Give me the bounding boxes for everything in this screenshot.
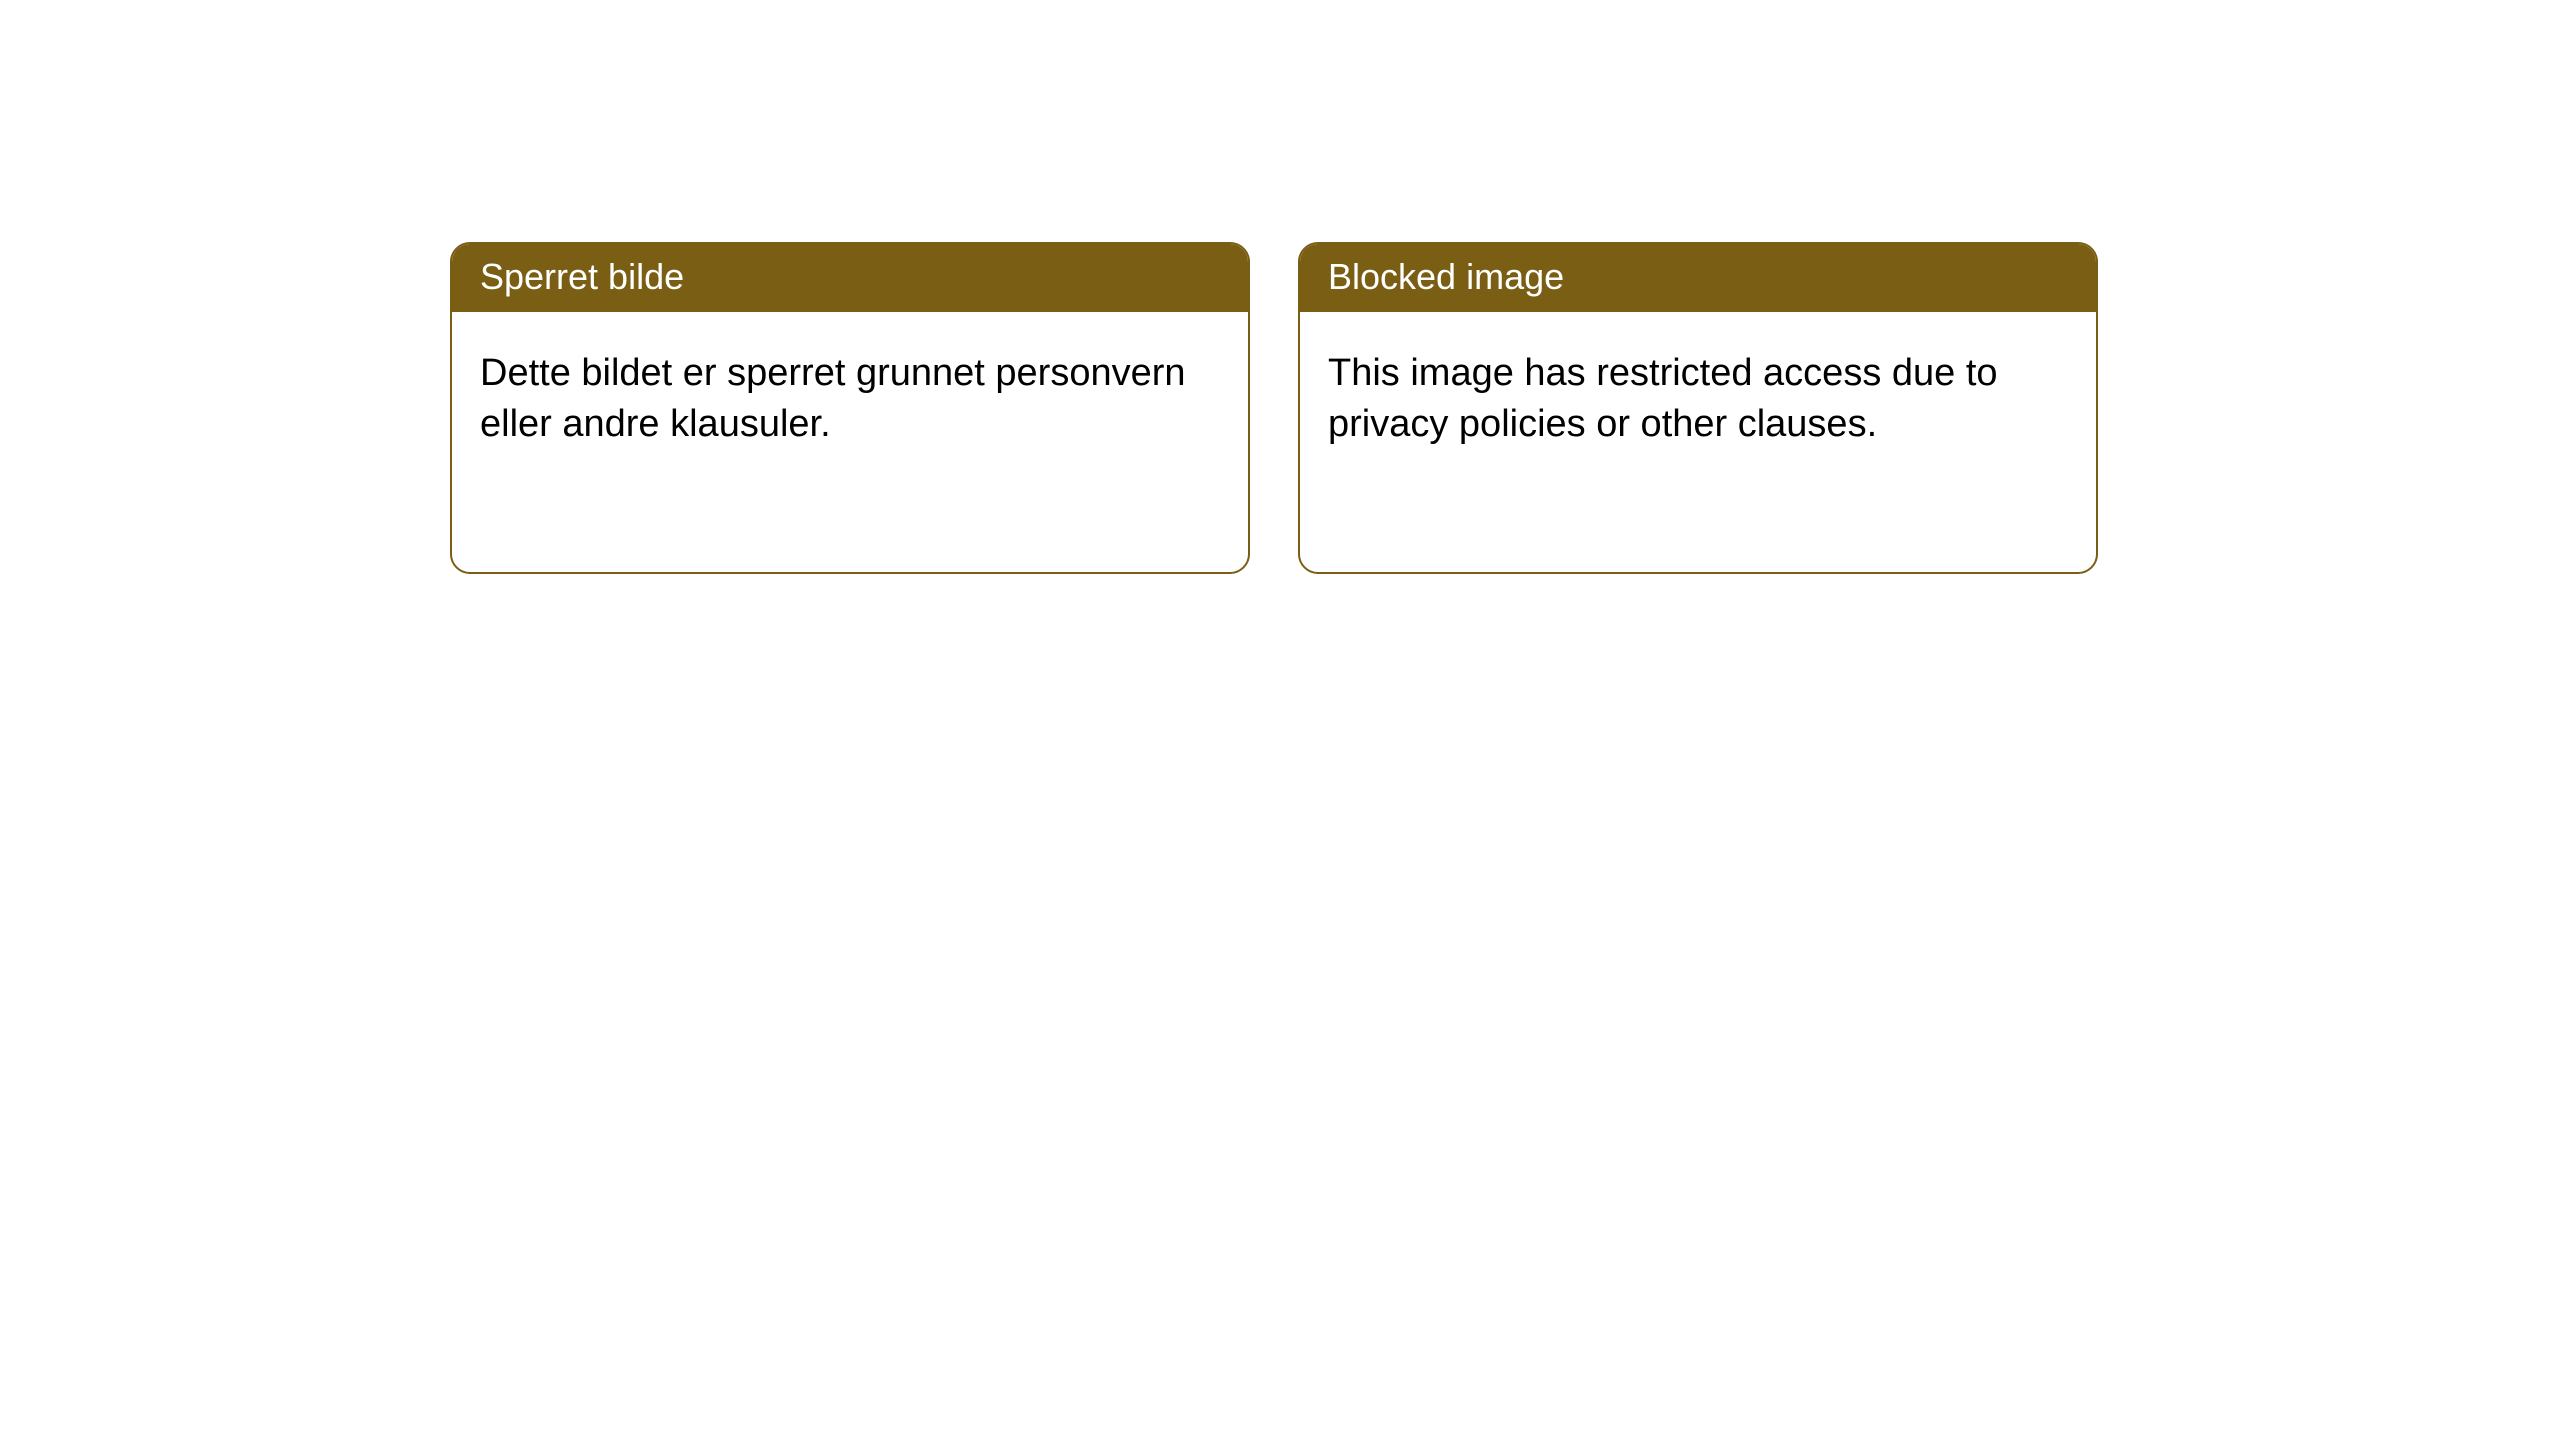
card-title: Sperret bilde	[480, 256, 684, 297]
notice-card-english: Blocked image This image has restricted …	[1298, 242, 2098, 574]
notice-card-norwegian: Sperret bilde Dette bildet er sperret gr…	[450, 242, 1250, 574]
card-header: Sperret bilde	[452, 244, 1248, 312]
card-header: Blocked image	[1300, 244, 2096, 312]
card-body: This image has restricted access due to …	[1300, 312, 2096, 487]
card-message: Dette bildet er sperret grunnet personve…	[480, 352, 1186, 445]
card-body: Dette bildet er sperret grunnet personve…	[452, 312, 1248, 487]
notice-container: Sperret bilde Dette bildet er sperret gr…	[0, 0, 2560, 574]
card-title: Blocked image	[1328, 256, 1564, 297]
card-message: This image has restricted access due to …	[1328, 352, 1998, 445]
